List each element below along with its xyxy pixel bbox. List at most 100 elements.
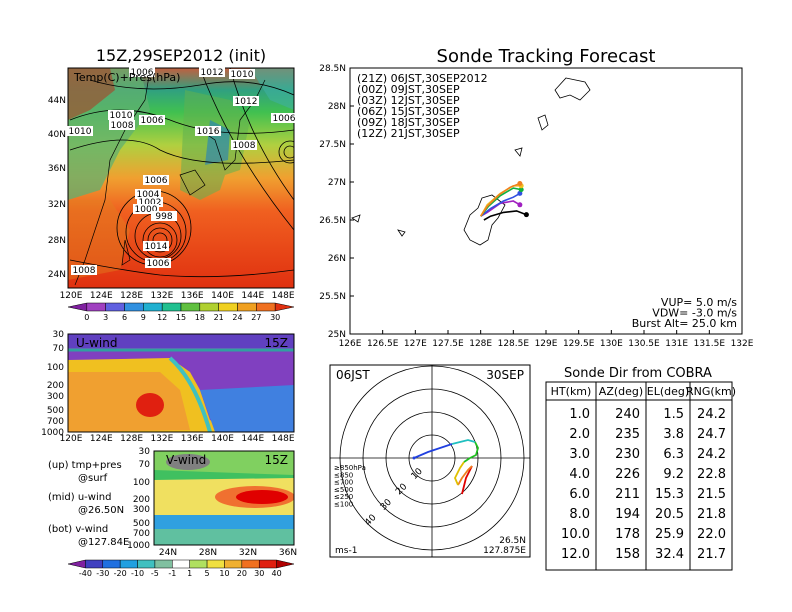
tracking-title: Sonde Tracking Forecast bbox=[437, 46, 656, 67]
colorbar-tick: 18 bbox=[195, 313, 205, 322]
map-lon-tick: 132E bbox=[150, 291, 173, 301]
tracking-param: VDW= -3.0 m/s bbox=[652, 307, 737, 320]
table-cell: 211 bbox=[615, 487, 640, 502]
table-cell: 4.0 bbox=[569, 467, 590, 482]
pressure-label-box bbox=[135, 189, 161, 199]
u-lon-tick: 140E bbox=[211, 434, 234, 444]
table-cell: 6.0 bbox=[569, 487, 590, 502]
table-cell: 12.0 bbox=[561, 547, 590, 562]
tracking-lon-tick: 128.5E bbox=[498, 339, 530, 349]
table-cell: 24.7 bbox=[697, 427, 726, 442]
colorbar-swatch bbox=[124, 302, 144, 312]
note-line1: (up) tmp+pres bbox=[48, 460, 122, 471]
tracking-lon-tick: 131.5E bbox=[694, 339, 726, 349]
colorbar-tick: 9 bbox=[141, 313, 146, 322]
map-lat-tick: 44N bbox=[48, 96, 66, 106]
tracking-legend-entry: (00Z) 09JST,30SEP bbox=[357, 83, 460, 96]
v-lat-tick: 32N bbox=[239, 548, 257, 558]
polar-legend-entry: ≥850hPa bbox=[334, 464, 366, 472]
u-pressure-tick: 100 bbox=[47, 363, 64, 373]
wind-colorbar-tick: -40 bbox=[79, 569, 92, 578]
u-lon-tick: 136E bbox=[181, 434, 204, 444]
tracking-lat-tick: 27.5N bbox=[319, 140, 346, 150]
table-cell: 240 bbox=[615, 407, 640, 422]
map-lon-tick: 148E bbox=[272, 291, 295, 301]
table-cell: 24.2 bbox=[697, 407, 726, 422]
wind-colorbar-tick: 10 bbox=[219, 569, 229, 578]
map-lon-tick: 140E bbox=[211, 291, 234, 301]
polar-ring-label: 30 bbox=[379, 497, 394, 512]
wind-colorbar-tick: 20 bbox=[237, 569, 247, 578]
colorbar-swatch bbox=[218, 302, 238, 312]
colorbar-swatch bbox=[67, 302, 88, 312]
table-cell: 178 bbox=[615, 527, 640, 542]
main-title: 15Z,29SEP2012 (init) bbox=[96, 46, 266, 65]
map-lon-tick: 120E bbox=[60, 291, 83, 301]
table-cell: 6.3 bbox=[663, 447, 684, 462]
colorbar-swatch bbox=[161, 302, 182, 312]
colorbar-tick: 6 bbox=[122, 313, 127, 322]
note-line1: (bot) v-wind bbox=[48, 524, 108, 535]
tracking-lon-tick: 127E bbox=[404, 339, 427, 349]
colorbar-swatch bbox=[237, 302, 257, 312]
tracking-legend-entry: (21Z) 06JST,30SEP2012 bbox=[357, 72, 488, 85]
v-pressure-tick: 70 bbox=[139, 460, 151, 470]
pressure-label: 1008 bbox=[111, 121, 134, 131]
panel-notes: (up) tmp+pres @surf (mid) u-wind @26.50N (bo… bbox=[48, 460, 129, 548]
polar-ring-label: 20 bbox=[394, 482, 409, 497]
pressure-label: 1000 bbox=[135, 205, 158, 215]
wind-colorbar-swatch bbox=[172, 559, 190, 569]
wind-colorbar-swatch bbox=[102, 559, 121, 569]
tracking-lon-tick: 132E bbox=[731, 339, 754, 349]
wind-colorbar: -40 -30 -20 -10 -5 -1 1 5 10 20 30 40 bbox=[67, 559, 295, 578]
colorbar-swatch bbox=[86, 302, 106, 312]
u-pressure-tick: 700 bbox=[47, 417, 64, 427]
wind-colorbar-swatch bbox=[67, 559, 86, 569]
table-cell: 194 bbox=[615, 507, 640, 522]
pressure-label-box bbox=[229, 69, 255, 79]
map-lon-ticks: 120E 124E 128E 132E 136E 140E 144E 148E bbox=[60, 291, 295, 301]
u-lon-tick: 128E bbox=[120, 434, 143, 444]
tracking-lon-tick: 128E bbox=[469, 339, 492, 349]
note-line2: @127.84E bbox=[78, 537, 129, 548]
temperature-map bbox=[68, 68, 294, 288]
pressure-label-box bbox=[129, 67, 155, 77]
tracking-legend: (21Z) 06JST,30SEP2012(00Z) 09JST,30SEP (0… bbox=[357, 72, 488, 140]
table-cell: 25.9 bbox=[655, 527, 684, 542]
sonde-track-endpoint bbox=[517, 202, 523, 208]
pressure-label: 998 bbox=[155, 212, 172, 222]
u-wind-time: 15Z bbox=[265, 336, 289, 350]
table-cell: 235 bbox=[615, 427, 640, 442]
table-cell: 8.0 bbox=[569, 507, 590, 522]
sonde-track-line bbox=[483, 210, 527, 221]
pressure-label: 1010 bbox=[231, 70, 254, 80]
colorbar-tick: 15 bbox=[176, 313, 186, 322]
u-pressure-tick: 70 bbox=[53, 344, 65, 354]
wind-colorbar-swatch bbox=[189, 559, 208, 569]
table-cell: 32.4 bbox=[655, 547, 684, 562]
pressure-label: 1006 bbox=[147, 259, 170, 269]
u-lon-tick: 148E bbox=[272, 434, 295, 444]
u-wind-lon-ticks: 120E 124E 128E 132E 136E 140E 144E 148E bbox=[60, 434, 295, 444]
wind-colorbar-swatch bbox=[85, 559, 104, 569]
table-header: HT(km) bbox=[551, 385, 592, 398]
u-pressure-tick: 30 bbox=[53, 330, 65, 340]
hodograph bbox=[412, 439, 479, 495]
wind-colorbar-tick: -1 bbox=[168, 569, 176, 578]
polar-lon: 127.875E bbox=[483, 546, 526, 556]
table-header: EL(deg) bbox=[647, 385, 689, 398]
tracking-lat-tick: 27N bbox=[328, 178, 346, 188]
tracking-lat-tick: 28N bbox=[328, 102, 346, 112]
polar-legend-entry: ≤250 bbox=[334, 493, 353, 501]
u-wind-frame bbox=[67, 333, 295, 433]
wind-colorbar-tick: -10 bbox=[131, 569, 144, 578]
tracking-legend-entry: (09Z) 18JST,30SEP bbox=[357, 116, 460, 129]
colorbar-tick: 24 bbox=[232, 313, 242, 322]
polar-frame bbox=[329, 364, 531, 558]
wind-colorbar-swatch bbox=[154, 559, 173, 569]
table-cell: 15.3 bbox=[655, 487, 684, 502]
wind-colorbar-tick: 30 bbox=[254, 569, 264, 578]
polar-rings bbox=[330, 365, 530, 557]
